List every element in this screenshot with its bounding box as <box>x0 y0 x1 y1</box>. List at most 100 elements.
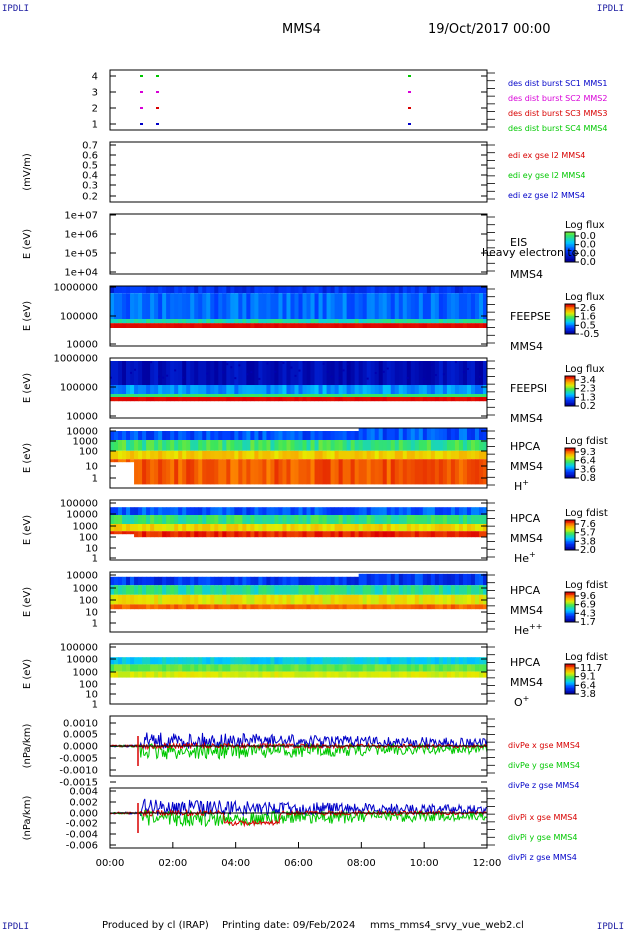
heatmap-cell <box>234 450 239 460</box>
colorbar-title: Log flux <box>565 292 605 303</box>
heatmap-cell <box>386 515 392 524</box>
heatmap-cell <box>282 319 287 324</box>
colorbar-cell <box>565 667 575 669</box>
heatmap-cell <box>318 604 323 610</box>
heatmap-cell <box>266 507 271 515</box>
heatmap-cell <box>238 323 243 328</box>
heatmap-cell <box>302 450 307 460</box>
heatmap-cell <box>442 671 448 678</box>
heatmap-cell <box>270 604 275 610</box>
heatmap-cell <box>430 664 436 672</box>
heatmap-cell <box>474 397 480 402</box>
heatmap-cell <box>146 450 151 460</box>
heatmap-cell <box>310 585 315 595</box>
heatmap-cell <box>334 397 340 402</box>
x-tick-label: 00:00 <box>96 858 125 869</box>
heatmap-cell <box>378 286 384 294</box>
heatmap-cell <box>270 293 275 319</box>
heatmap-cell <box>154 431 159 440</box>
heatmap-cell <box>222 515 227 524</box>
heatmap-cell <box>434 594 440 605</box>
heatmap-cell <box>294 657 299 665</box>
heatmap-cell <box>330 293 335 319</box>
burst-marker <box>408 75 411 77</box>
heatmap-cell <box>290 507 295 515</box>
heatmap-cell <box>314 657 319 665</box>
heatmap-cell <box>222 431 227 440</box>
heatmap-cell <box>350 286 356 294</box>
heatmap-cell <box>162 286 167 294</box>
heatmap-cell <box>198 507 203 515</box>
colorbar-cell <box>565 520 575 522</box>
heatmap-cell <box>454 594 460 605</box>
heatmap-cell <box>378 524 384 532</box>
heatmap-cell <box>386 671 392 678</box>
heatmap-cell <box>210 531 215 538</box>
heatmap-cell <box>198 657 203 665</box>
heatmap-cell <box>126 440 131 451</box>
heatmap-cell <box>454 361 460 385</box>
heatmap-cell <box>246 585 251 595</box>
x-tick-label: 02:00 <box>158 858 187 869</box>
y-tick-label: 10000 <box>66 655 98 666</box>
heatmap-cell <box>278 594 283 605</box>
heatmap-cell <box>262 459 267 485</box>
heatmap-speckle <box>282 361 285 364</box>
heatmap-cell <box>358 664 364 672</box>
heatmap-cell <box>218 394 223 397</box>
heatmap-cell <box>154 604 159 610</box>
heatmap-cell <box>242 394 247 397</box>
heatmap-cell <box>386 664 392 672</box>
heatmap-cell <box>118 657 123 665</box>
heatmap-cell <box>122 323 127 328</box>
heatmap-cell <box>250 450 255 460</box>
heatmap-cell <box>350 440 356 451</box>
heatmap-cell <box>406 450 412 460</box>
heatmap-cell <box>146 585 151 595</box>
heatmap-cell <box>362 397 368 402</box>
heatmap-cell <box>222 361 227 385</box>
heatmap-cell <box>222 319 227 324</box>
heatmap-cell <box>274 594 279 605</box>
heatmap-cell <box>370 450 376 460</box>
heatmap-cell <box>442 604 448 610</box>
heatmap-cell <box>258 397 263 402</box>
heatmap-cell <box>170 604 175 610</box>
heatmap-cell <box>434 531 440 538</box>
heatmap-cell <box>350 594 356 605</box>
heatmap-cell <box>426 573 432 586</box>
heatmap-cell <box>458 594 464 605</box>
heatmap-cell <box>130 507 135 515</box>
heatmap-cell <box>466 397 472 402</box>
heatmap-cell <box>162 585 167 595</box>
heatmap-cell <box>114 319 119 324</box>
colorbar-cell <box>565 664 575 666</box>
heatmap-cell <box>238 524 243 532</box>
heatmap-cell <box>370 531 376 538</box>
heatmap-cell <box>174 657 179 665</box>
heatmap-cell <box>174 440 179 451</box>
heatmap-cell <box>418 671 424 678</box>
heatmap-cell <box>286 664 291 672</box>
heatmap-cell <box>330 450 335 460</box>
heatmap-cell <box>234 397 239 402</box>
heatmap-cell <box>242 319 247 324</box>
heatmap-cell <box>210 450 215 460</box>
heatmap-speckle <box>238 364 241 367</box>
heatmap-cell <box>342 286 348 294</box>
heatmap-cell <box>150 293 155 319</box>
heatmap-cell <box>150 515 155 524</box>
heatmap-cell <box>430 440 436 451</box>
heatmap-cell <box>470 428 476 440</box>
heatmap-cell <box>158 431 163 440</box>
heatmap-cell <box>246 531 251 538</box>
heatmap-cell <box>438 323 444 328</box>
heatmap-cell <box>194 323 199 328</box>
heatmap-cell <box>474 459 480 485</box>
heatmap-cell <box>266 576 271 586</box>
heatmap-cell <box>294 323 299 328</box>
heatmap-cell <box>206 515 211 524</box>
heatmap-cell <box>450 585 456 595</box>
heatmap-cell <box>238 293 243 319</box>
heatmap-cell <box>338 657 344 665</box>
